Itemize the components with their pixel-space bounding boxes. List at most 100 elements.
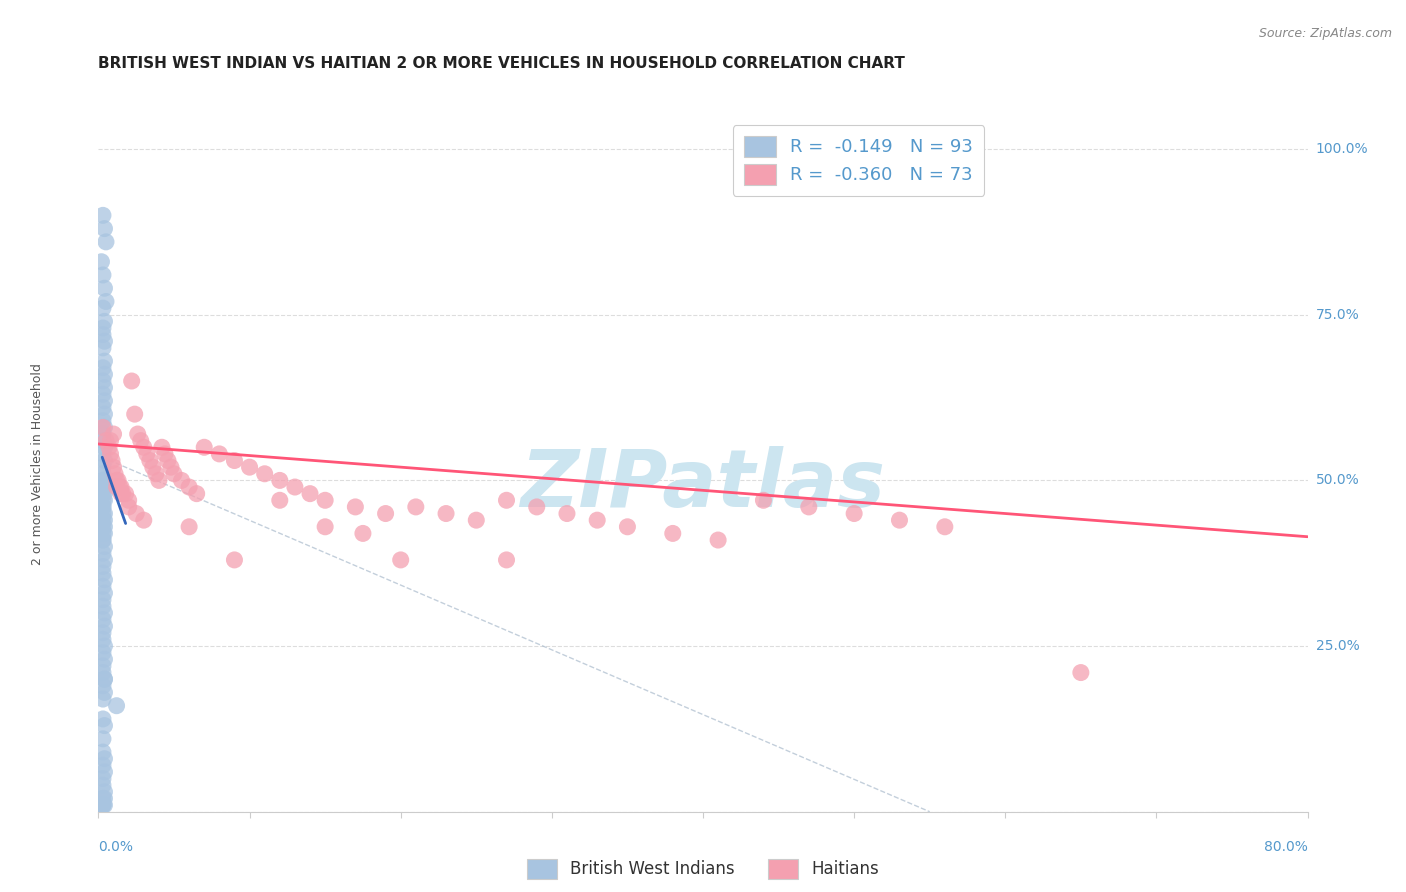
Point bbox=[526, 500, 548, 514]
Point bbox=[91, 798, 114, 813]
Point bbox=[91, 374, 114, 388]
Point bbox=[555, 507, 578, 521]
Point bbox=[91, 493, 114, 508]
Point bbox=[103, 427, 125, 442]
Point bbox=[163, 467, 186, 481]
Point bbox=[105, 474, 128, 488]
Point bbox=[208, 447, 231, 461]
Point bbox=[91, 646, 114, 660]
Point bbox=[105, 480, 128, 494]
Point bbox=[142, 460, 165, 475]
Point bbox=[107, 474, 129, 488]
Point bbox=[93, 407, 115, 421]
Point bbox=[91, 659, 114, 673]
Point bbox=[91, 467, 114, 481]
Point bbox=[434, 507, 457, 521]
Point bbox=[108, 480, 131, 494]
Point bbox=[934, 520, 956, 534]
Point bbox=[93, 453, 115, 467]
Point bbox=[91, 327, 114, 342]
Point bbox=[661, 526, 683, 541]
Point bbox=[94, 294, 117, 309]
Point bbox=[253, 467, 276, 481]
Point bbox=[193, 440, 215, 454]
Point bbox=[132, 513, 155, 527]
Point bbox=[93, 606, 115, 620]
Point bbox=[118, 500, 141, 514]
Point bbox=[269, 474, 291, 488]
Point bbox=[93, 507, 115, 521]
Point bbox=[707, 533, 730, 547]
Point bbox=[93, 553, 115, 567]
Legend: British West Indians, Haitians: British West Indians, Haitians bbox=[519, 851, 887, 887]
Point bbox=[186, 486, 208, 500]
Point bbox=[148, 474, 170, 488]
Point bbox=[239, 460, 262, 475]
Point bbox=[91, 268, 114, 282]
Point bbox=[93, 513, 115, 527]
Point bbox=[91, 387, 114, 401]
Point bbox=[93, 685, 115, 699]
Point bbox=[132, 440, 155, 454]
Point bbox=[91, 301, 114, 315]
Point bbox=[91, 447, 114, 461]
Point bbox=[91, 579, 114, 593]
Point bbox=[91, 401, 114, 415]
Point bbox=[91, 692, 114, 706]
Point bbox=[170, 474, 193, 488]
Point bbox=[224, 553, 246, 567]
Point bbox=[93, 540, 115, 554]
Point bbox=[93, 672, 115, 686]
Text: 80.0%: 80.0% bbox=[1264, 839, 1308, 854]
Text: BRITISH WEST INDIAN VS HAITIAN 2 OR MORE VEHICLES IN HOUSEHOLD CORRELATION CHART: BRITISH WEST INDIAN VS HAITIAN 2 OR MORE… bbox=[98, 56, 905, 71]
Point bbox=[153, 447, 176, 461]
Point bbox=[495, 493, 517, 508]
Point bbox=[118, 493, 141, 508]
Point bbox=[374, 507, 396, 521]
Point bbox=[93, 486, 115, 500]
Point bbox=[91, 526, 114, 541]
Point bbox=[114, 486, 136, 500]
Point bbox=[100, 434, 122, 448]
Point bbox=[91, 625, 114, 640]
Point bbox=[93, 354, 115, 368]
Point bbox=[93, 474, 115, 488]
Point bbox=[93, 314, 115, 328]
Point bbox=[93, 493, 115, 508]
Point bbox=[125, 507, 148, 521]
Point bbox=[105, 698, 128, 713]
Point bbox=[91, 665, 114, 680]
Point bbox=[103, 460, 125, 475]
Point bbox=[177, 520, 201, 534]
Point bbox=[91, 420, 114, 434]
Point bbox=[91, 798, 114, 813]
Point bbox=[124, 407, 146, 421]
Point bbox=[150, 440, 173, 454]
Point bbox=[98, 440, 121, 454]
Point bbox=[93, 480, 115, 494]
Point bbox=[405, 500, 427, 514]
Point bbox=[93, 619, 115, 633]
Point bbox=[94, 235, 117, 249]
Point bbox=[91, 758, 114, 772]
Point bbox=[495, 553, 517, 567]
Point bbox=[91, 559, 114, 574]
Point bbox=[160, 460, 183, 475]
Point bbox=[145, 467, 167, 481]
Point bbox=[269, 493, 291, 508]
Point bbox=[93, 791, 115, 805]
Point bbox=[91, 632, 114, 647]
Point bbox=[91, 208, 114, 222]
Point bbox=[100, 447, 122, 461]
Point bbox=[93, 718, 115, 732]
Point bbox=[91, 566, 114, 581]
Point bbox=[93, 520, 115, 534]
Point bbox=[93, 526, 115, 541]
Point bbox=[177, 480, 201, 494]
Point bbox=[352, 526, 374, 541]
Point bbox=[752, 493, 775, 508]
Point bbox=[299, 486, 322, 500]
Point bbox=[91, 500, 114, 514]
Point bbox=[129, 434, 152, 448]
Point bbox=[93, 221, 115, 235]
